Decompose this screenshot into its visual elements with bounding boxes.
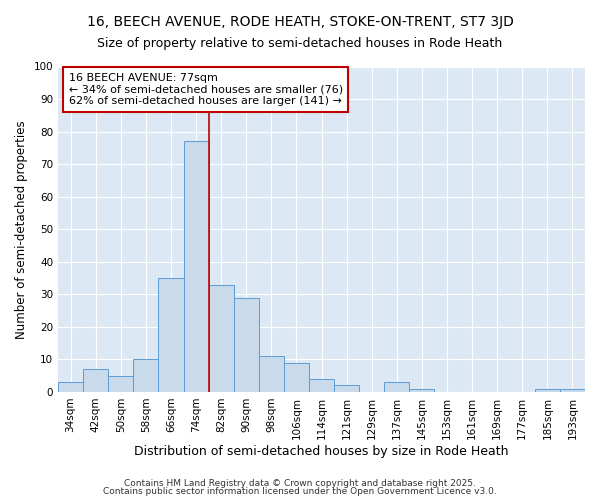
Bar (284, 362, 309, 392)
Text: 16 BEECH AVENUE: 77sqm
← 34% of semi-detached houses are smaller (76)
62% of sem: 16 BEECH AVENUE: 77sqm ← 34% of semi-det… (68, 73, 343, 106)
Text: Contains HM Land Registry data © Crown copyright and database right 2025.: Contains HM Land Registry data © Crown c… (124, 478, 476, 488)
Bar (83, 369, 108, 392)
Bar (560, 388, 585, 392)
Bar (409, 388, 434, 392)
Bar (58, 382, 83, 392)
Bar (535, 388, 560, 392)
Bar (334, 386, 359, 392)
Text: 16, BEECH AVENUE, RODE HEATH, STOKE-ON-TRENT, ST7 3JD: 16, BEECH AVENUE, RODE HEATH, STOKE-ON-T… (86, 15, 514, 29)
Y-axis label: Number of semi-detached properties: Number of semi-detached properties (15, 120, 28, 338)
Bar (209, 284, 233, 392)
Bar (309, 379, 334, 392)
Text: Size of property relative to semi-detached houses in Rode Heath: Size of property relative to semi-detach… (97, 38, 503, 51)
Text: Contains public sector information licensed under the Open Government Licence v3: Contains public sector information licen… (103, 487, 497, 496)
Bar (158, 278, 184, 392)
Bar (233, 298, 259, 392)
Bar (108, 376, 133, 392)
Bar (184, 142, 209, 392)
Bar (259, 356, 284, 392)
X-axis label: Distribution of semi-detached houses by size in Rode Heath: Distribution of semi-detached houses by … (134, 444, 509, 458)
Bar (133, 360, 158, 392)
Bar (384, 382, 409, 392)
